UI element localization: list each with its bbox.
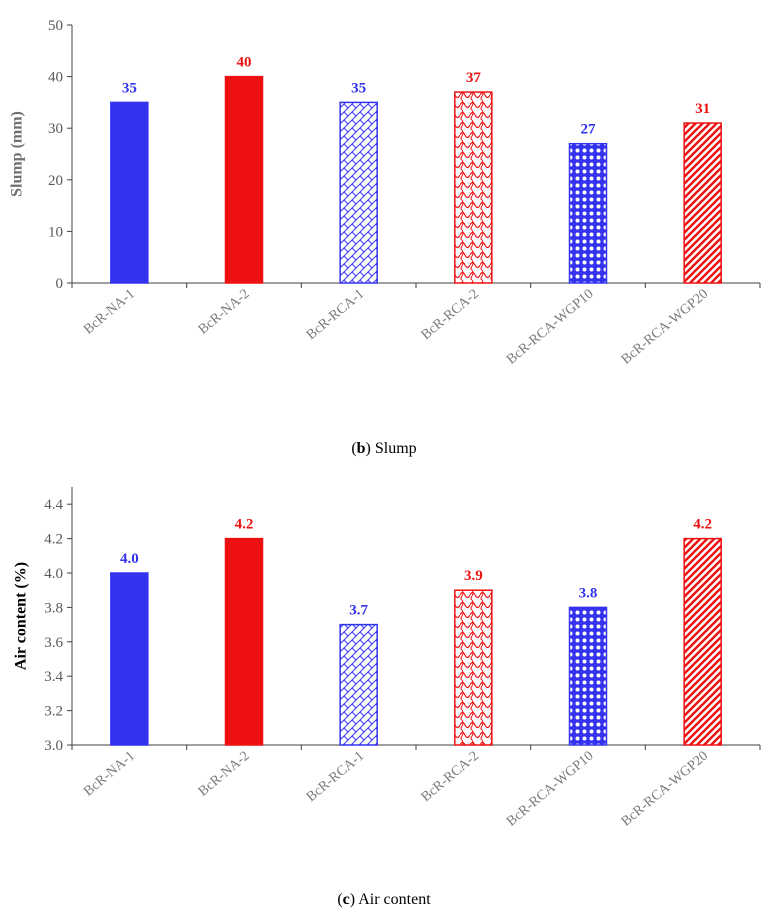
bar-bcr-na-1 [110, 101, 149, 284]
bar-bcr-rca-wgp10 [568, 142, 608, 284]
bar-bcr-rca-1 [339, 101, 378, 284]
y-tick-label: 50 [48, 18, 63, 34]
data-label: 37 [466, 70, 482, 86]
caption-slump-text: ) Slump [365, 440, 417, 457]
data-label: 4.0 [120, 551, 139, 567]
data-label: 3.8 [579, 585, 598, 601]
x-tick-label: BcR-NA-1 [81, 287, 138, 338]
y-tick-label: 4.2 [44, 532, 63, 548]
y-tick-label: 3.2 [44, 704, 63, 720]
caption-slump-letter: b [356, 440, 366, 457]
y-tick-label: 3.4 [44, 669, 63, 685]
x-tick-label: BcR-RCA-WGP20 [619, 287, 711, 368]
air-content-chart: 3.0 3.2 3.4 3.6 3.8 4.0 4.2 4.4 Air content (%) 4… [13, 487, 761, 830]
caption-air-text: ) Air content [349, 891, 431, 908]
caption-air-content: (c) Air content [0, 891, 768, 909]
x-tick-label: BcR-RCA-WGP10 [504, 749, 596, 830]
x-tick-label: BcR-RCA-1 [304, 287, 367, 343]
y-axis-title: Slump (mm) [9, 111, 26, 197]
bar-bcr-rca-wgp10 [568, 606, 608, 746]
y-tick-label: 3.6 [44, 635, 63, 651]
bar-bcr-na-1 [110, 572, 149, 746]
bar-bcr-rca-1 [339, 623, 378, 746]
bar-bcr-na-2 [224, 75, 264, 284]
data-label: 3.9 [464, 568, 483, 584]
caption-slump-open: ( [351, 440, 357, 457]
x-tick-label: BcR-RCA-2 [419, 287, 482, 343]
y-tick-label: 40 [48, 70, 63, 86]
bar-bcr-rca-wgp20 [683, 122, 722, 284]
x-tick-label: BcR-NA-1 [81, 749, 138, 800]
bar-bcr-rca-2 [454, 589, 493, 746]
bar-bcr-na-2 [224, 537, 264, 746]
x-tick-label: BcR-NA-2 [196, 287, 253, 338]
slump-chart: 0 10 20 30 40 50 Slump (mm) 35 BcR-NA-1 40 BcR-NA-… [9, 18, 761, 368]
x-tick-label: BcR-RCA-1 [304, 749, 367, 805]
data-label: 4.2 [693, 517, 712, 533]
y-tick-label: 30 [48, 121, 63, 137]
caption-air-open: ( [337, 891, 343, 908]
y-tick-label: 20 [48, 173, 63, 189]
data-label: 4.2 [235, 517, 254, 533]
x-tick-label: BcR-RCA-WGP10 [504, 287, 596, 368]
y-tick-label: 3.8 [44, 600, 63, 616]
x-tick-label: BcR-RCA-2 [419, 749, 482, 805]
bar-bcr-rca-wgp20 [683, 537, 722, 746]
y-tick-label: 3.0 [44, 738, 63, 754]
data-label: 35 [122, 80, 137, 96]
x-tick-label: BcR-NA-2 [196, 749, 253, 800]
data-label: 35 [351, 80, 366, 96]
data-label: 40 [237, 55, 252, 71]
data-label: 27 [581, 122, 597, 138]
caption-air-letter: c [342, 891, 350, 908]
y-tick-label: 0 [56, 276, 64, 292]
y-tick-label: 4.4 [44, 497, 63, 513]
data-label: 31 [695, 101, 710, 117]
data-label: 3.7 [349, 603, 368, 619]
caption-slump: (b) Slump [0, 440, 768, 458]
y-axis-title: Air content (%) [13, 562, 30, 670]
x-tick-label: BcR-RCA-WGP20 [619, 749, 711, 830]
y-tick-label: 4.0 [44, 566, 63, 582]
bar-bcr-rca-2 [454, 91, 493, 284]
y-tick-label: 10 [48, 224, 63, 240]
